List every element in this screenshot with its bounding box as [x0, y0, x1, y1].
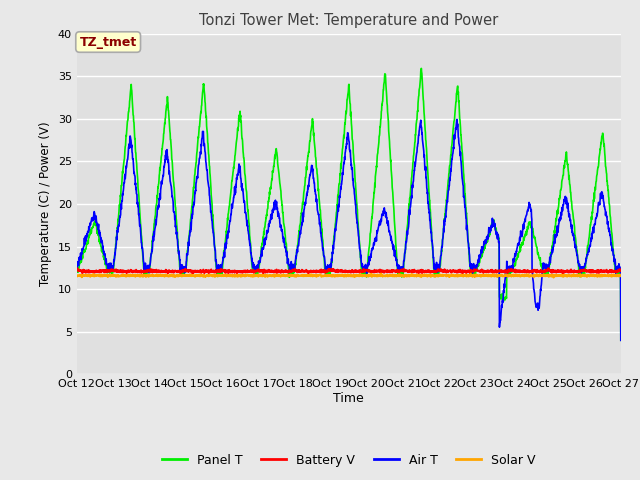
X-axis label: Time: Time — [333, 392, 364, 405]
Air T — [602, 207, 609, 213]
Air T — [73, 261, 81, 266]
Line: Panel T: Panel T — [77, 68, 621, 340]
Air T — [100, 252, 108, 257]
Battery V — [233, 271, 241, 276]
Y-axis label: Temperature (C) / Power (V): Temperature (C) / Power (V) — [39, 122, 52, 286]
Air T — [502, 273, 509, 278]
Solar V — [617, 273, 625, 279]
Panel T — [617, 337, 625, 343]
Battery V — [323, 269, 331, 275]
Air T — [601, 207, 609, 213]
Panel T — [602, 158, 609, 164]
Air T — [453, 117, 461, 122]
Solar V — [323, 272, 331, 278]
Panel T — [73, 267, 81, 273]
Battery V — [602, 268, 609, 274]
Battery V — [502, 268, 509, 274]
Battery V — [617, 268, 625, 274]
Solar V — [377, 271, 385, 276]
Battery V — [100, 269, 108, 275]
Solar V — [337, 273, 345, 278]
Solar V — [602, 273, 609, 278]
Panel T — [100, 254, 108, 260]
Line: Solar V: Solar V — [77, 274, 621, 277]
Solar V — [73, 274, 81, 279]
Title: Tonzi Tower Met: Temperature and Power: Tonzi Tower Met: Temperature and Power — [199, 13, 499, 28]
Panel T — [323, 270, 331, 276]
Battery V — [338, 267, 346, 273]
Solar V — [100, 273, 108, 278]
Battery V — [602, 269, 609, 275]
Line: Air T: Air T — [77, 120, 621, 340]
Solar V — [502, 273, 509, 279]
Legend: Panel T, Battery V, Air T, Solar V: Panel T, Battery V, Air T, Solar V — [157, 449, 541, 472]
Text: TZ_tmet: TZ_tmet — [79, 36, 137, 48]
Line: Battery V: Battery V — [77, 268, 621, 274]
Battery V — [73, 266, 81, 272]
Panel T — [601, 154, 609, 159]
Solar V — [550, 275, 557, 280]
Air T — [617, 337, 625, 343]
Battery V — [544, 265, 552, 271]
Panel T — [337, 159, 345, 165]
Air T — [323, 265, 331, 271]
Panel T — [417, 65, 425, 71]
Air T — [337, 181, 345, 187]
Panel T — [502, 295, 509, 300]
Solar V — [602, 272, 609, 278]
